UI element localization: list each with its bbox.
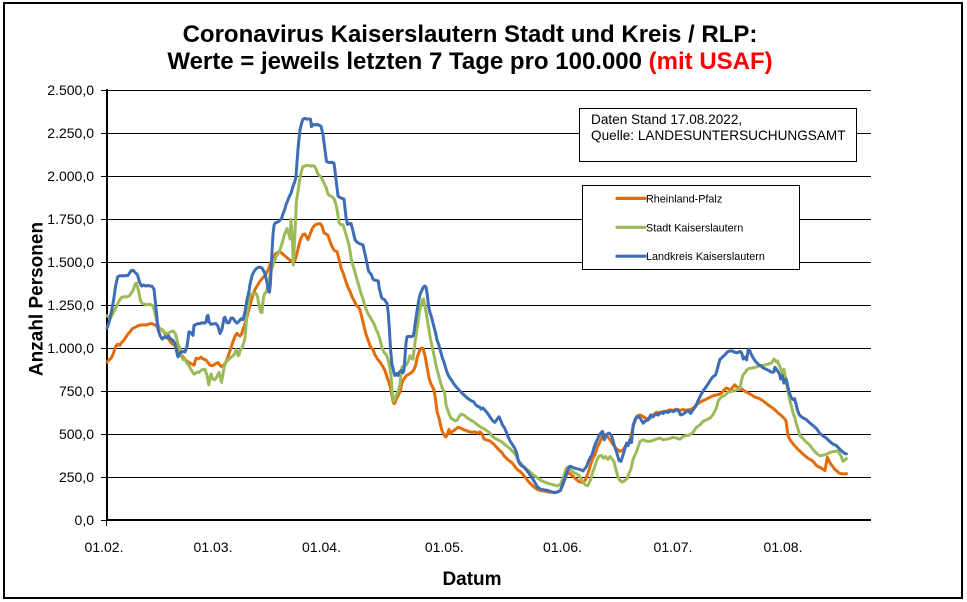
svg-text:Quelle: LANDESUNTERSUCHUNGSAMT: Quelle: LANDESUNTERSUCHUNGSAMT (591, 128, 846, 143)
svg-text:01.07.: 01.07. (654, 539, 693, 555)
svg-text:01.02.: 01.02. (85, 539, 124, 555)
svg-text:Rheinland-Pfalz: Rheinland-Pfalz (646, 193, 722, 205)
svg-text:2.250,0: 2.250,0 (47, 125, 94, 141)
svg-text:0,0: 0,0 (75, 512, 95, 528)
svg-text:500,0: 500,0 (59, 426, 94, 442)
svg-text:1.500,0: 1.500,0 (47, 254, 94, 270)
svg-text:250,0: 250,0 (59, 469, 94, 485)
svg-text:1.000,0: 1.000,0 (47, 340, 94, 356)
svg-text:Stadt Kaiserslautern: Stadt Kaiserslautern (646, 222, 743, 234)
svg-text:01.04.: 01.04. (302, 539, 341, 555)
svg-text:01.06.: 01.06. (543, 539, 582, 555)
svg-text:Datum: Datum (442, 569, 501, 590)
svg-text:2.500,0: 2.500,0 (47, 82, 94, 98)
svg-text:Anzahl Personen: Anzahl Personen (27, 222, 48, 376)
svg-text:01.08.: 01.08. (764, 539, 803, 555)
svg-text:Landkreis Kaiserslautern: Landkreis Kaiserslautern (646, 251, 765, 263)
svg-text:1.750,0: 1.750,0 (47, 211, 94, 227)
svg-text:01.03.: 01.03. (194, 539, 233, 555)
svg-text:Coronavirus Kaiserslautern Sta: Coronavirus Kaiserslautern Stadt und Kre… (183, 21, 758, 48)
svg-text:750,0: 750,0 (59, 383, 94, 399)
svg-text:1.250,0: 1.250,0 (47, 297, 94, 313)
svg-text:2.000,0: 2.000,0 (47, 168, 94, 184)
svg-text:Daten Stand 17.08.2022,: Daten Stand 17.08.2022, (591, 112, 742, 127)
svg-text:Werte = jeweils letzten 7 Tage: Werte = jeweils letzten 7 Tage pro 100.0… (167, 48, 772, 75)
svg-text:01.05.: 01.05. (425, 539, 464, 555)
